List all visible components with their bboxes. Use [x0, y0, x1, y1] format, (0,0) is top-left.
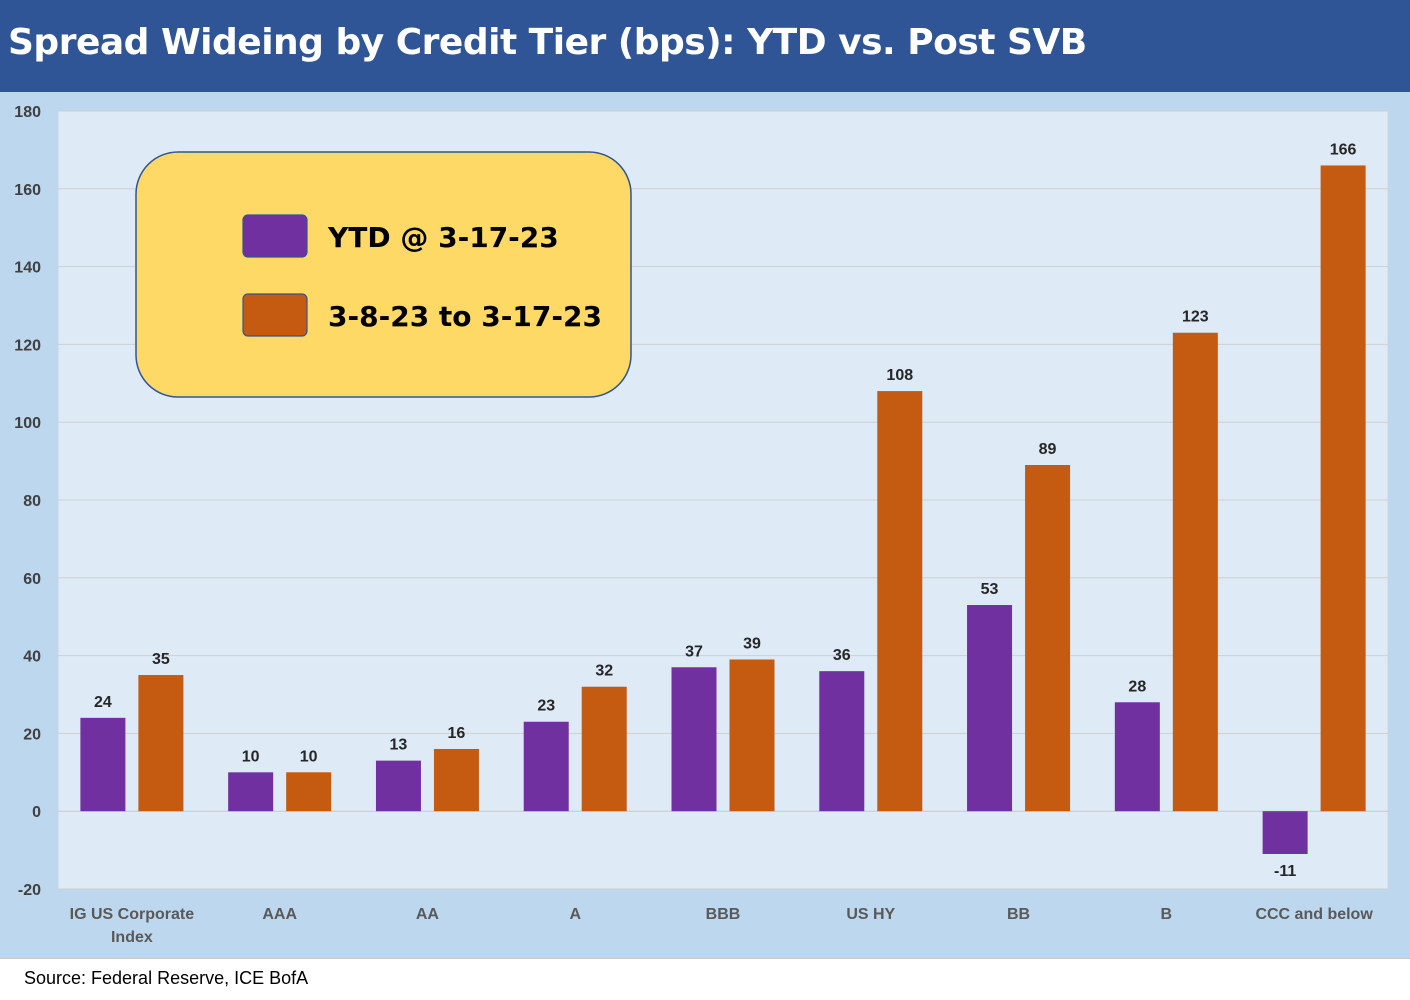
- data-label: 10: [242, 748, 260, 765]
- y-tick-label: -20: [18, 882, 41, 899]
- bar-post-svb: [433, 748, 479, 812]
- legend-label-ytd: YTD @ 3-17-23: [327, 221, 559, 254]
- legend-swatch-post-svb: [242, 293, 308, 337]
- data-label: 108: [886, 367, 913, 384]
- y-tick-label: 140: [14, 260, 41, 277]
- bar-post-svb: [1320, 165, 1366, 812]
- bar-ytd: [80, 717, 126, 812]
- y-tick-label: 80: [23, 493, 41, 510]
- y-tick-label: 160: [14, 182, 41, 199]
- title-bar: Spread Wideing by Credit Tier (bps): YTD…: [0, 0, 1410, 92]
- legend-box: [135, 151, 632, 398]
- bar-ytd: [228, 772, 274, 812]
- bar-ytd: [819, 671, 865, 812]
- bar-ytd: [671, 667, 717, 812]
- bar-post-svb: [729, 659, 775, 812]
- chart-title: Spread Wideing by Credit Tier (bps): YTD…: [8, 22, 1087, 63]
- data-label: 28: [1128, 678, 1146, 695]
- x-category-label: CCC and below: [1255, 906, 1373, 923]
- data-label: 24: [94, 694, 112, 711]
- x-category-label: Index: [111, 929, 153, 946]
- bar-post-svb: [581, 686, 627, 812]
- y-tick-label: 60: [23, 571, 41, 588]
- bar-ytd: [1262, 811, 1308, 854]
- chart-frame: -20 0 20 40 60 80 100 120 140 160 180 24 35 IG US Cor…: [0, 92, 1410, 958]
- data-label: 39: [743, 635, 761, 652]
- data-label: 123: [1182, 309, 1209, 326]
- bar-post-svb: [286, 772, 332, 812]
- bar-post-svb: [877, 391, 923, 812]
- legend-label-post-svb: 3-8-23 to 3-17-23: [328, 300, 602, 333]
- bar-ytd: [523, 721, 569, 812]
- data-label: 36: [833, 647, 851, 664]
- x-category-label: IG US Corporate: [70, 906, 195, 923]
- y-tick-label: 100: [14, 415, 41, 432]
- y-tick-label: 120: [14, 337, 41, 354]
- data-label: 32: [595, 663, 613, 680]
- bar-ytd: [967, 605, 1013, 812]
- legend-swatch-ytd: [242, 214, 308, 258]
- data-label: -11: [1274, 863, 1296, 880]
- x-category-label: BBB: [706, 906, 741, 923]
- data-label: 13: [390, 737, 408, 754]
- bar-ytd: [1114, 702, 1160, 812]
- data-label: 10: [300, 748, 318, 765]
- data-label: 53: [981, 581, 999, 598]
- x-category-label: BB: [1007, 906, 1030, 923]
- source-note: Source: Federal Reserve, ICE BofA: [24, 968, 309, 988]
- data-label: 35: [152, 651, 170, 668]
- y-tick-label: 40: [23, 649, 41, 666]
- x-category-label: US HY: [846, 906, 895, 923]
- data-label: 23: [537, 698, 555, 715]
- bar-post-svb: [138, 675, 184, 812]
- bar-post-svb: [1172, 332, 1218, 812]
- y-tick-label: 180: [14, 104, 41, 121]
- source-bar: Source: Federal Reserve, ICE BofA: [0, 958, 1410, 1000]
- bar-chart: -20 0 20 40 60 80 100 120 140 160 180 24 35 IG US Cor…: [14, 104, 1389, 946]
- x-category-label: B: [1161, 906, 1173, 923]
- data-label: 37: [685, 643, 703, 660]
- y-tick-label: 0: [32, 804, 41, 821]
- bar-ytd: [375, 760, 421, 812]
- data-label: 166: [1330, 141, 1357, 158]
- data-label: 16: [448, 725, 466, 742]
- x-category-label: AAA: [262, 906, 297, 923]
- x-category-label: AA: [416, 906, 440, 923]
- y-tick-label: 20: [23, 726, 41, 743]
- bar-post-svb: [1025, 464, 1071, 812]
- data-label: 89: [1039, 441, 1057, 458]
- x-category-label: A: [569, 906, 581, 923]
